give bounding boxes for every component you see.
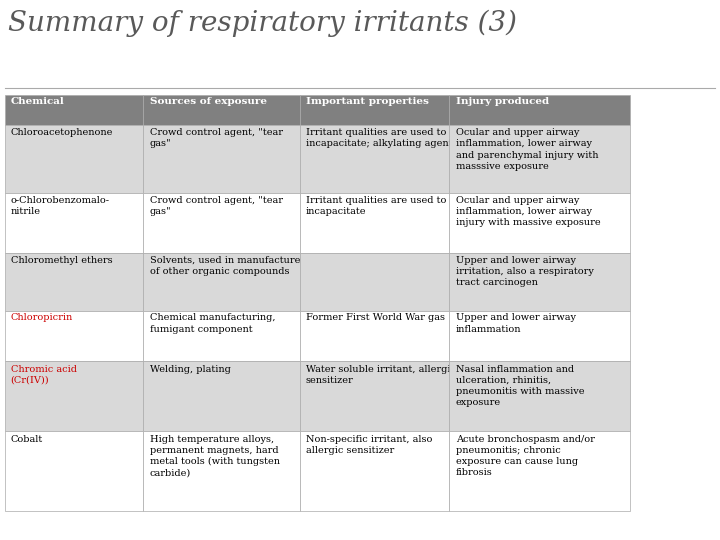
Text: High temperature alloys,
permanent magnets, hard
metal tools (with tungsten
carb: High temperature alloys, permanent magne…	[150, 435, 279, 477]
Text: Chloromethyl ethers: Chloromethyl ethers	[11, 256, 112, 265]
Text: Crowd control agent, "tear
gas": Crowd control agent, "tear gas"	[150, 129, 283, 148]
Text: Chemical: Chemical	[11, 97, 64, 105]
Text: Ocular and upper airway
inflammation, lower airway
injury with massive exposure: Ocular and upper airway inflammation, lo…	[456, 196, 600, 227]
Text: Chloroacetophenone: Chloroacetophenone	[11, 129, 113, 137]
Text: Former First World War gas: Former First World War gas	[305, 314, 445, 322]
Text: Injury produced: Injury produced	[456, 97, 549, 105]
Text: Important properties: Important properties	[305, 97, 428, 105]
Text: Chemical manufacturing,
fumigant component: Chemical manufacturing, fumigant compone…	[150, 314, 275, 334]
Text: Irritant qualities are used to
incapacitate; alkylating agent: Irritant qualities are used to incapacit…	[305, 129, 452, 148]
Text: Irritant qualities are used to
incapacitate: Irritant qualities are used to incapacit…	[305, 196, 446, 216]
Text: Welding, plating: Welding, plating	[150, 364, 230, 374]
Text: Sources of exposure: Sources of exposure	[150, 97, 266, 105]
Text: Chloropicrin: Chloropicrin	[11, 314, 73, 322]
Text: Summary of respiratory irritants (3): Summary of respiratory irritants (3)	[8, 10, 517, 37]
Text: Ocular and upper airway
inflammation, lower airway
and parenchymal injury with
m: Ocular and upper airway inflammation, lo…	[456, 129, 598, 171]
Text: Non-specific irritant, also
allergic sensitizer: Non-specific irritant, also allergic sen…	[305, 435, 432, 455]
Text: Nasal inflammation and
ulceration, rhinitis,
pneumonitis with massive
exposure: Nasal inflammation and ulceration, rhini…	[456, 364, 585, 407]
Text: Solvents, used in manufacture
of other organic compounds: Solvents, used in manufacture of other o…	[150, 256, 300, 276]
Text: o-Chlorobenzomalo-
nitrile: o-Chlorobenzomalo- nitrile	[11, 196, 109, 216]
Text: Cobalt: Cobalt	[11, 435, 42, 444]
Text: Upper and lower airway
irritation, also a respiratory
tract carcinogen: Upper and lower airway irritation, also …	[456, 256, 594, 287]
Text: Acute bronchospasm and/or
pneumonitis; chronic
exposure can cause lung
fibrosis: Acute bronchospasm and/or pneumonitis; c…	[456, 435, 595, 477]
Text: Chromic acid
(Cr(IV)): Chromic acid (Cr(IV))	[11, 364, 76, 384]
Text: Crowd control agent, "tear
gas": Crowd control agent, "tear gas"	[150, 196, 283, 216]
Text: Upper and lower airway
inflammation: Upper and lower airway inflammation	[456, 314, 576, 334]
Text: Water soluble irritant, allergic
sensitizer: Water soluble irritant, allergic sensiti…	[305, 364, 456, 384]
